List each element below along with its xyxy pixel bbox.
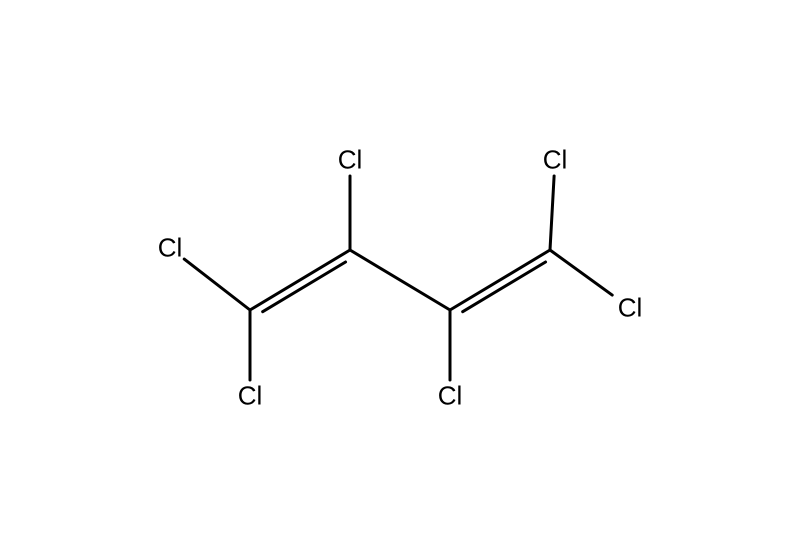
atom-label: Cl — [338, 145, 363, 176]
atom-label: Cl — [238, 381, 263, 412]
atom-label: Cl — [618, 293, 643, 324]
molecule-svg — [0, 0, 800, 550]
molecule-canvas: Cl Cl Cl Cl Cl Cl — [0, 0, 800, 550]
atom-label: Cl — [543, 145, 568, 176]
atom-label: Cl — [438, 381, 463, 412]
atom-label: Cl — [158, 233, 183, 264]
